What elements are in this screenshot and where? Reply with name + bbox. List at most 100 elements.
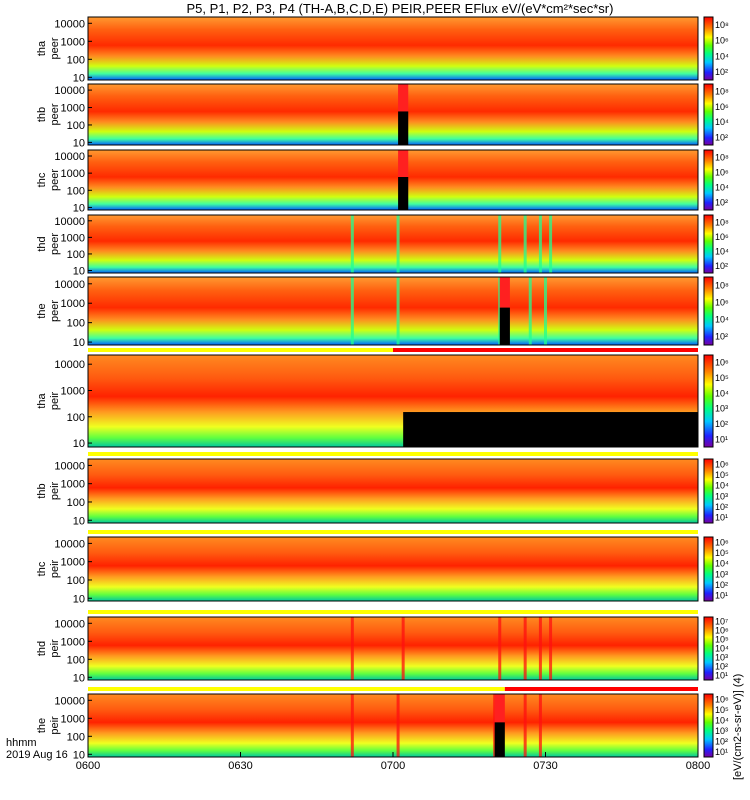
y-tick-label-thc-peir: 10000 xyxy=(54,538,85,550)
spectrogram-tha-peer xyxy=(88,17,698,80)
colorbar-frame-thd-peer xyxy=(703,214,714,274)
y-tick-label-thd-peer: 10000 xyxy=(54,216,85,228)
colorbar-tick-label-thb-peer: 10⁸ xyxy=(715,87,729,97)
spectrogram-thb-peer xyxy=(88,84,698,145)
colorbar-tick-label-thc-peer: 10⁴ xyxy=(715,183,729,193)
spectrogram-thc-peer xyxy=(88,150,698,210)
y-tick-label-thb-peer: 1000 xyxy=(61,103,85,115)
panel-frame-tha-peer xyxy=(87,16,699,81)
colorbar-frame-thb-peer xyxy=(703,83,714,146)
colorbar-tick-label-thb-peir: 10³ xyxy=(715,491,728,501)
colorbar-tick-label-the-peer: 10⁴ xyxy=(715,315,729,325)
gap-top-the-peer xyxy=(499,277,510,308)
panel-label-probe-thd-peer: thd xyxy=(36,236,48,251)
colorbar-tick-label-thd-peir: 10¹ xyxy=(715,671,728,681)
status-bar-thb-peir xyxy=(88,452,698,456)
event-stripe-thd-peer xyxy=(498,215,502,273)
colorbar-tick-label-thd-peir: 10² xyxy=(715,662,728,672)
panel-label-species-tha-peir: peir xyxy=(49,391,61,410)
y-tick-label-thd-peir: 10000 xyxy=(54,618,85,630)
y-tick-label-tha-peer: 1000 xyxy=(61,36,85,48)
y-tick-label-thc-peir: 100 xyxy=(67,575,85,587)
y-tick-label-tha-peir: 1000 xyxy=(61,385,85,397)
colorbar-tick-label-tha-peer: 10² xyxy=(715,67,728,77)
figure-title: P5, P1, P2, P3, P4 (TH-A,B,C,D,E) PEIR,P… xyxy=(187,1,614,16)
event-stripe-thd-peer xyxy=(350,215,354,273)
panel-thd-peer: 10 100 1000 10000 thd peer 10² 10⁴ 10⁶ 10⁸ xyxy=(36,214,729,278)
colorbar-frame-thb-peir xyxy=(703,458,714,524)
colorbar-tick-label-thc-peer: 10² xyxy=(715,198,728,208)
colorbar-the-peir xyxy=(704,694,713,757)
y-tick-label-thc-peir: 1000 xyxy=(61,557,85,569)
colorbar-tick-label-tha-peir: 10³ xyxy=(715,404,728,414)
panel-thc-peer: 10 100 1000 10000 thc peer 10² 10⁴ 10⁶ 10⁸ xyxy=(36,149,729,214)
colorbar-tick-label-thb-peir: 10⁵ xyxy=(715,470,729,480)
event-stripe-the-peir xyxy=(523,694,527,757)
colorbar-thc-peer xyxy=(704,150,713,210)
colorbar-tick-label-tha-peer: 10⁸ xyxy=(715,20,729,30)
colorbar-tick-label-thd-peer: 10⁴ xyxy=(715,246,729,256)
spectrogram-thd-peer xyxy=(88,215,698,273)
data-gap-thc-peer xyxy=(398,177,409,210)
time-axis: 0600 0630 0700 0730 0800 xyxy=(76,752,710,772)
x-tick-label: 0630 xyxy=(228,760,252,772)
colorbar-tick-label-tha-peir: 10⁶ xyxy=(715,358,729,368)
colorbar-tick-label-thb-peir: 10⁶ xyxy=(715,459,729,469)
panel-thb-peer: 10 100 1000 10000 thb peer 10² 10⁴ 10⁶ 10⁸ xyxy=(36,83,729,149)
colorbar-tick-label-the-peir: 10¹ xyxy=(715,747,728,757)
y-tick-label-tha-peir: 100 xyxy=(67,412,85,424)
panel-label-species-the-peir: peir xyxy=(49,716,61,735)
event-stripe-thd-peir xyxy=(523,617,527,680)
y-tick-label-thd-peir: 100 xyxy=(67,654,85,666)
colorbar-tick-label-thb-peir: 10² xyxy=(715,502,728,512)
colorbar-tick-label-the-peir: 10⁵ xyxy=(715,705,729,715)
y-tick-label-tha-peir: 10 xyxy=(73,438,85,450)
colorbar-tick-label-the-peir: 10³ xyxy=(715,726,728,736)
event-stripe-thd-peer xyxy=(523,215,527,273)
y-tick-label-the-peir: 100 xyxy=(67,731,85,743)
y-tick-label-the-peir: 10000 xyxy=(54,695,85,707)
colorbar-frame-the-peer xyxy=(703,276,714,346)
event-stripe-the-peir xyxy=(350,694,354,757)
colorbar-tick-label-thd-peir: 10⁶ xyxy=(715,626,729,636)
y-tick-label-thb-peir: 10000 xyxy=(54,460,85,472)
event-stripe-thd-peir xyxy=(401,617,405,680)
event-stripe-the-peer xyxy=(396,277,400,345)
colorbar-tick-label-thc-peir: 10¹ xyxy=(715,591,728,601)
panel-tha-peer: 10 100 1000 10000 tha peer 10² 10⁴ 10⁶ 10⁸ xyxy=(36,16,729,84)
y-tick-label-thd-peir: 10 xyxy=(73,672,85,684)
y-tick-label-thb-peer: 10 xyxy=(73,137,85,149)
panel-frame-thd-peir xyxy=(87,616,699,681)
x-tick-label: 0730 xyxy=(533,760,557,772)
colorbar-tick-label-thd-peer: 10² xyxy=(715,261,728,271)
colorbar-thb-peer xyxy=(704,84,713,145)
colorbar-thc-peir xyxy=(704,537,713,601)
colorbar-tha-peer xyxy=(704,17,713,80)
colorbar-tick-label-thc-peir: 10⁵ xyxy=(715,548,729,558)
event-stripe-the-peer xyxy=(350,277,354,345)
colorbar-frame-thd-peir xyxy=(703,616,714,681)
colorbar-tick-label-the-peir: 10² xyxy=(715,736,728,746)
status-bar-thd-peir xyxy=(88,610,698,614)
colorbar-tick-label-tha-peer: 10⁶ xyxy=(715,36,729,46)
panel-the-peer: 10 100 1000 10000 the peer 10² 10⁴ 10⁶ 10⁸ xyxy=(36,276,729,349)
status-bar-thc-peir xyxy=(88,530,698,534)
colorbar-tick-label-tha-peir: 10⁵ xyxy=(715,373,729,383)
panel-frame-thb-peer xyxy=(87,83,699,146)
y-tick-label-thb-peir: 100 xyxy=(67,497,85,509)
dropout-tha-peir xyxy=(403,412,698,447)
event-stripe-thd-peer xyxy=(538,215,542,273)
y-tick-label-thd-peer: 10 xyxy=(73,266,85,278)
y-tick-label-the-peer: 10000 xyxy=(54,279,85,291)
panel-label-species-thb-peir: peir xyxy=(49,481,61,500)
y-tick-label-thb-peir: 10 xyxy=(73,515,85,527)
panel-frame-thb-peir xyxy=(87,458,699,524)
event-stripe-the-peer xyxy=(528,277,532,345)
colorbar-tick-label-tha-peir: 10¹ xyxy=(715,434,728,444)
y-tick-label-thd-peer: 1000 xyxy=(61,232,85,244)
colorbar-frame-thc-peer xyxy=(703,149,714,211)
